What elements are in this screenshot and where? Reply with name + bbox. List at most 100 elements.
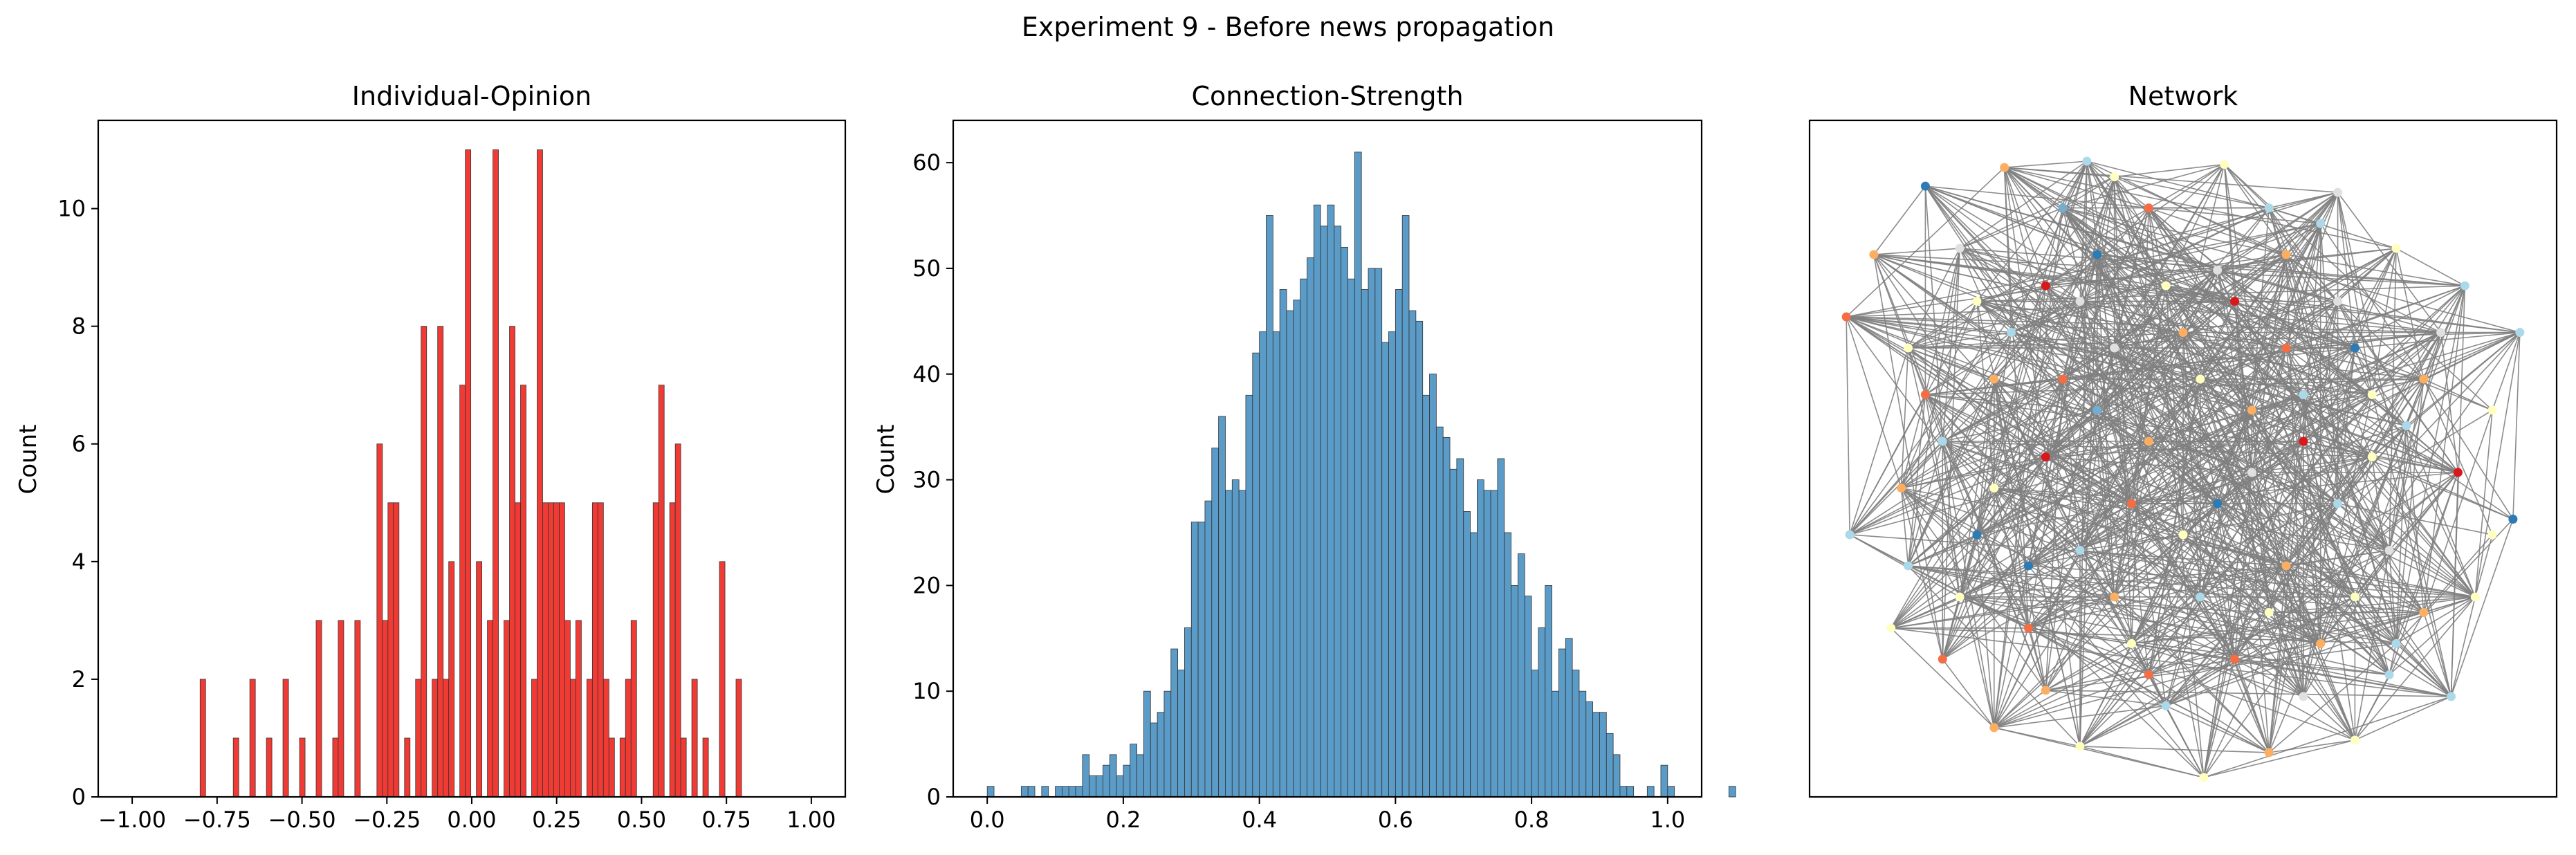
1-bar — [1490, 490, 1498, 798]
network-edge — [1942, 223, 2321, 442]
network-edge — [2165, 347, 2287, 706]
network-node — [2333, 297, 2343, 306]
network-edge — [2097, 208, 2150, 411]
network-node — [2092, 250, 2102, 259]
network-edge — [2474, 534, 2493, 598]
network-node — [1904, 561, 1913, 571]
network-edge — [1873, 254, 2081, 302]
network-edge — [2004, 167, 2338, 193]
network-edge — [2251, 347, 2287, 473]
1-bar — [1606, 733, 1614, 798]
network-edge — [2337, 425, 2407, 504]
network-edge — [2251, 410, 2270, 613]
strength-chart-title: Connection-Strength — [1191, 81, 1463, 111]
network-edge — [2389, 248, 2397, 551]
0-bar — [515, 502, 521, 798]
network-edge — [2062, 207, 2218, 271]
network-edge — [2217, 270, 2287, 349]
network-node — [2075, 742, 2085, 751]
network-node — [2316, 219, 2326, 228]
1-bar — [1041, 786, 1049, 798]
network-edge — [1959, 248, 2390, 675]
network-edge — [1846, 316, 1902, 488]
network-node — [2092, 405, 2102, 415]
network-edge — [2004, 167, 2218, 271]
0-xtick-label: −0.50 — [268, 807, 336, 833]
0-ytick-label: 4 — [72, 549, 86, 575]
network-node — [1972, 297, 1982, 306]
network-edge — [2337, 347, 2356, 504]
network-edge — [1959, 248, 2046, 286]
network-edge — [2182, 534, 2425, 614]
network-edge — [2045, 378, 2063, 690]
network-edge — [2045, 347, 2287, 458]
1-bar — [1381, 342, 1389, 798]
network-edge — [2423, 410, 2493, 613]
network-node — [2515, 328, 2525, 338]
network-node — [2075, 545, 2085, 555]
network-edge — [2149, 410, 2252, 442]
network-node — [1886, 623, 1896, 633]
network-edge — [2268, 441, 2304, 613]
0-bar — [249, 679, 256, 798]
network-edge — [1959, 160, 2088, 249]
strength-chart-ylabel: Count — [872, 425, 900, 495]
network-edge — [1908, 410, 2098, 567]
network-nodes — [1841, 156, 2525, 782]
network-node — [2058, 374, 2068, 384]
network-node — [2023, 561, 2033, 571]
network-edge — [1908, 285, 2046, 349]
network-edge — [1924, 248, 1960, 395]
opinion-axis-ticks: −1.00 −0.75 −0.50 −0.25 0.00 0.25 0.50 0.75 1.00… — [57, 196, 836, 833]
network-edge — [1849, 394, 2373, 535]
network-edge — [2200, 565, 2287, 598]
network-edge — [2423, 378, 2493, 535]
1-bar — [1061, 786, 1069, 798]
1-bar — [986, 786, 995, 798]
0-bar — [652, 502, 659, 798]
network-edge — [2114, 176, 2270, 209]
network-edge — [1925, 394, 2287, 567]
1-bar — [1027, 786, 1036, 798]
network-edge — [2182, 270, 2218, 333]
network-edge — [2027, 285, 2166, 567]
network-edge — [2148, 208, 2304, 442]
network-edge — [1976, 410, 2098, 535]
network-edge — [2045, 248, 2397, 458]
network-edge — [2149, 596, 2355, 676]
network-node — [2281, 250, 2291, 259]
network-edge — [2182, 332, 2201, 598]
network-edge — [2027, 301, 2081, 629]
network-node — [1869, 250, 1879, 259]
1-bar — [1449, 468, 1457, 798]
0-xtick-label: −0.75 — [183, 807, 251, 833]
opinion-chart-ylabel: Count — [15, 425, 42, 495]
network-edge — [2003, 167, 2047, 286]
network-node — [2247, 405, 2256, 415]
1-bar — [1286, 310, 1294, 798]
network-node — [2436, 328, 2446, 338]
network-edge — [1976, 300, 2098, 411]
1-bar — [1157, 712, 1165, 798]
0-bar — [559, 502, 565, 798]
network-edge — [2131, 208, 2150, 644]
1-bar — [1231, 479, 1240, 798]
network-edge — [2131, 596, 2201, 645]
network-node — [2082, 156, 2092, 166]
network-edge — [1959, 596, 2149, 676]
network-edge — [2337, 332, 2442, 504]
1-bar — [1368, 268, 1376, 798]
network-edge — [1976, 160, 2088, 302]
network-edge — [2371, 331, 2442, 396]
network-edge — [1993, 565, 2030, 728]
network-edge — [2131, 643, 2304, 697]
1-bar — [1123, 764, 1131, 798]
network-edge — [1846, 317, 1850, 535]
1-bar — [1565, 638, 1573, 798]
network-edge — [2303, 248, 2397, 442]
1-bar — [1347, 278, 1355, 798]
network-edge — [2148, 441, 2476, 598]
network-edge — [1846, 316, 2397, 645]
1-bar — [1497, 458, 1505, 798]
network-edge — [2165, 659, 2235, 707]
